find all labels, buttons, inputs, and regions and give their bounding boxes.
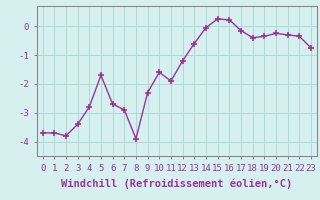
X-axis label: Windchill (Refroidissement éolien,°C): Windchill (Refroidissement éolien,°C)	[61, 178, 292, 189]
